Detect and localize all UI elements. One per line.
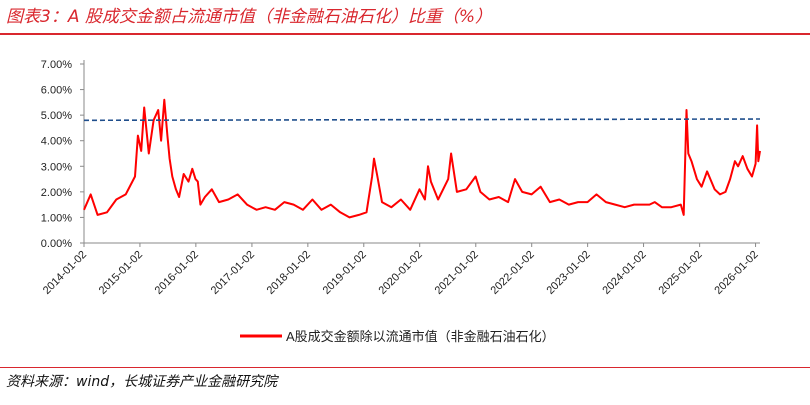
line-chart: 0.00% 1.00% 2.00% 3.00% 4.00% 5.00% 6.00% 7.00%… xyxy=(41,59,761,344)
footer-divider xyxy=(0,367,810,368)
series-line xyxy=(83,98,761,219)
title-divider xyxy=(0,33,810,35)
x-tick-label: 2015-01-02 xyxy=(97,249,145,297)
x-tick-label: 2025-01-02 xyxy=(656,249,704,297)
y-tick-label: 6.00% xyxy=(41,85,72,97)
x-tick-label: 2017-01-02 xyxy=(209,249,257,297)
y-tick-label: 2.00% xyxy=(41,187,72,199)
x-tick-label: 2018-01-02 xyxy=(265,249,313,297)
x-tick-label: 2023-01-02 xyxy=(544,249,592,297)
x-tick-label: 2019-01-02 xyxy=(321,249,369,297)
x-tick-label: 2014-01-02 xyxy=(41,249,89,297)
x-tick-label: 2022-01-02 xyxy=(489,249,537,297)
x-tick-label: 2016-01-02 xyxy=(153,249,201,297)
source-note: 资料来源：wind，长城证券产业金融研究院 xyxy=(6,374,278,390)
x-tick-label: 2020-01-02 xyxy=(377,249,425,297)
chart-axes: 0.00% 1.00% 2.00% 3.00% 4.00% 5.00% 6.00% 7.00%… xyxy=(41,59,761,297)
y-tick-label: 3.00% xyxy=(41,161,72,173)
y-tick-label: 4.00% xyxy=(41,136,72,148)
chart-series xyxy=(83,98,761,219)
y-tick-label: 0.00% xyxy=(41,238,72,250)
legend-label: A股成交金额除以流通市值（非金融石油石化） xyxy=(286,329,555,344)
chart-legend: A股成交金额除以流通市值（非金融石油石化） xyxy=(240,329,555,344)
x-tick-label: 2026-01-02 xyxy=(712,249,760,297)
y-tick-label: 1.00% xyxy=(41,212,72,224)
x-tick-label: 2021-01-02 xyxy=(433,249,481,297)
reference-line xyxy=(83,118,761,122)
y-tick-label: 5.00% xyxy=(41,110,72,122)
y-tick-label: 7.00% xyxy=(41,59,72,71)
x-tick-label: 2024-01-02 xyxy=(600,249,648,297)
figure-title: 图表3：A 股成交金额占流通市值（非金融石油石化）比重（%） xyxy=(6,7,493,27)
